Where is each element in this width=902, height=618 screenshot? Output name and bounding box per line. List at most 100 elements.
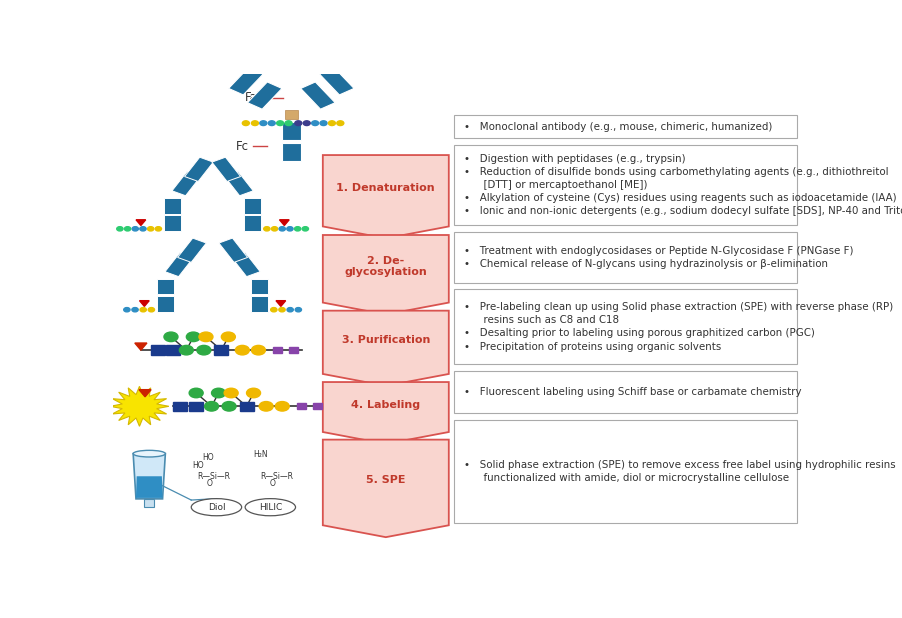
Text: O: O [269, 479, 275, 488]
Polygon shape [281, 143, 300, 161]
Polygon shape [323, 311, 448, 386]
Text: R—Si—R: R—Si—R [197, 472, 230, 481]
Polygon shape [300, 82, 335, 109]
Text: •   Pre-labeling clean up using Solid phase extraction (SPE) with reverse phase : • Pre-labeling clean up using Solid phas… [464, 302, 892, 352]
Polygon shape [110, 386, 169, 426]
Text: •   Digestion with peptidases (e.g., trypsin)
•   Reduction of disulfide bonds u: • Digestion with peptidases (e.g., tryps… [464, 154, 902, 216]
Text: •   Monoclonal antibody (e.g., mouse, chimeric, humanized): • Monoclonal antibody (e.g., mouse, chim… [464, 122, 772, 132]
Circle shape [211, 388, 226, 398]
Text: Fc: Fc [236, 140, 249, 153]
Bar [189, 402, 203, 411]
Text: •   Solid phase extraction (SPE) to remove excess free label using hydrophilic r: • Solid phase extraction (SPE) to remove… [464, 460, 895, 483]
Polygon shape [251, 297, 268, 311]
Circle shape [319, 121, 327, 125]
Text: O: O [207, 479, 212, 488]
Polygon shape [319, 68, 354, 95]
Circle shape [148, 308, 154, 312]
Circle shape [140, 308, 146, 312]
FancyBboxPatch shape [105, 69, 820, 556]
Circle shape [124, 227, 131, 231]
Ellipse shape [244, 499, 295, 516]
Text: HO: HO [202, 453, 214, 462]
Ellipse shape [191, 499, 242, 516]
Polygon shape [164, 216, 180, 231]
Text: 5. SPE: 5. SPE [365, 475, 405, 485]
FancyBboxPatch shape [453, 114, 796, 138]
Circle shape [260, 121, 267, 125]
Circle shape [132, 227, 138, 231]
Bar [152, 345, 165, 355]
Circle shape [336, 121, 344, 125]
Polygon shape [285, 110, 298, 119]
Circle shape [222, 402, 235, 411]
Polygon shape [133, 454, 165, 499]
Circle shape [295, 308, 301, 312]
Circle shape [246, 388, 261, 398]
Circle shape [279, 308, 285, 312]
Text: Fab: Fab [245, 91, 265, 104]
Circle shape [205, 402, 218, 411]
Circle shape [328, 121, 335, 125]
Text: R—Si—R: R—Si—R [260, 472, 292, 481]
Polygon shape [247, 82, 281, 109]
Polygon shape [165, 252, 194, 277]
Text: •   Treatment with endoglycosidases or Peptide N-Glycosidase F (PNGase F)
•   Ch: • Treatment with endoglycosidases or Pep… [464, 245, 852, 269]
Circle shape [116, 227, 123, 231]
Circle shape [179, 345, 193, 355]
Circle shape [242, 121, 249, 125]
Polygon shape [164, 198, 180, 214]
Polygon shape [323, 439, 448, 537]
Polygon shape [184, 157, 213, 182]
Circle shape [279, 227, 285, 231]
Circle shape [271, 308, 277, 312]
Circle shape [132, 308, 138, 312]
Polygon shape [244, 198, 261, 214]
Ellipse shape [133, 451, 165, 457]
Polygon shape [251, 279, 268, 295]
Text: 2. De-
glycosylation: 2. De- glycosylation [344, 256, 427, 277]
Polygon shape [171, 171, 200, 196]
FancyBboxPatch shape [453, 371, 796, 413]
Polygon shape [228, 68, 262, 95]
Text: HILIC: HILIC [259, 502, 281, 512]
Circle shape [287, 227, 293, 231]
Text: 1. Denaturation: 1. Denaturation [336, 184, 435, 193]
Circle shape [268, 121, 275, 125]
Circle shape [198, 332, 213, 342]
Circle shape [294, 227, 300, 231]
Circle shape [276, 121, 283, 125]
Text: •   Fluorescent labeling using Schiff base or carbamate chemistry: • Fluorescent labeling using Schiff base… [464, 387, 801, 397]
FancyBboxPatch shape [453, 145, 796, 225]
Bar [144, 499, 154, 507]
Circle shape [140, 227, 146, 231]
Polygon shape [281, 122, 300, 140]
Circle shape [124, 308, 130, 312]
Circle shape [295, 121, 301, 125]
Circle shape [164, 332, 178, 342]
Polygon shape [244, 216, 261, 231]
Polygon shape [323, 235, 448, 315]
Circle shape [272, 227, 278, 231]
FancyBboxPatch shape [453, 232, 796, 282]
Circle shape [263, 227, 270, 231]
Circle shape [302, 227, 308, 231]
Circle shape [251, 121, 258, 125]
Circle shape [303, 121, 310, 125]
Text: 3. Purification: 3. Purification [341, 335, 429, 345]
Circle shape [287, 308, 293, 312]
Bar [239, 402, 253, 411]
Circle shape [221, 332, 235, 342]
FancyBboxPatch shape [453, 420, 796, 523]
Circle shape [285, 121, 291, 125]
Text: Diol: Diol [207, 502, 225, 512]
Polygon shape [136, 476, 162, 498]
Circle shape [275, 402, 289, 411]
Bar [214, 345, 228, 355]
Text: H₂N: H₂N [253, 451, 267, 459]
Circle shape [259, 402, 272, 411]
Text: 4. Labeling: 4. Labeling [351, 400, 420, 410]
Circle shape [189, 388, 203, 398]
Text: HO: HO [192, 461, 203, 470]
Circle shape [197, 345, 211, 355]
Circle shape [155, 227, 161, 231]
